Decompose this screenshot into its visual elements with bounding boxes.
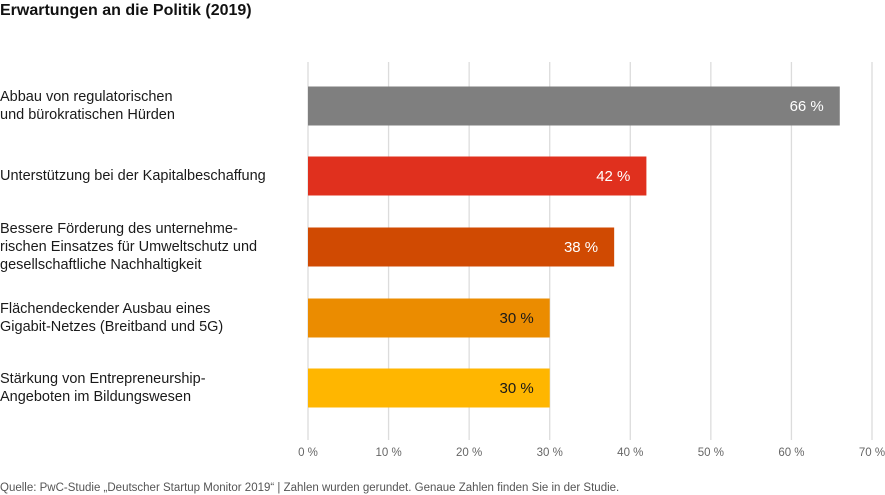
- x-tick-label: 60 %: [778, 447, 804, 459]
- bar-value-label: 38 %: [564, 239, 598, 256]
- x-tick-label: 70 %: [859, 447, 885, 459]
- bar-value-label: 30 %: [500, 310, 534, 327]
- category-label: Unterstützung bei der Kapitalbeschaffung: [0, 168, 266, 184]
- bar: [308, 368, 550, 408]
- category-label: Stärkung von Entrepreneurship- Angeboten…: [0, 371, 206, 405]
- category-label: Abbau von regulatorischen und bürokratis…: [0, 89, 175, 123]
- source-note: Quelle: PwC-Studie „Deutscher Startup Mo…: [0, 482, 620, 494]
- bar-value-label: 30 %: [500, 380, 534, 397]
- x-tick-label: 50 %: [698, 447, 724, 459]
- x-tick-label: 40 %: [617, 447, 643, 459]
- x-tick-label: 10 %: [375, 447, 401, 459]
- bar: [308, 227, 615, 267]
- bar: [308, 86, 840, 126]
- x-tick-label: 30 %: [537, 447, 563, 459]
- x-tick-label: 20 %: [456, 447, 482, 459]
- bar-value-label: 42 %: [596, 168, 630, 185]
- bar-value-label: 66 %: [790, 98, 824, 115]
- category-label: Flächendeckender Ausbau eines Gigabit-Ne…: [0, 301, 224, 335]
- chart-title: Erwartungen an die Politik (2019): [0, 2, 252, 19]
- bar: [308, 298, 550, 338]
- category-label: Bessere Förderung des unternehme- rische…: [0, 221, 258, 273]
- bar: [308, 156, 647, 196]
- x-tick-label: 0 %: [298, 447, 318, 459]
